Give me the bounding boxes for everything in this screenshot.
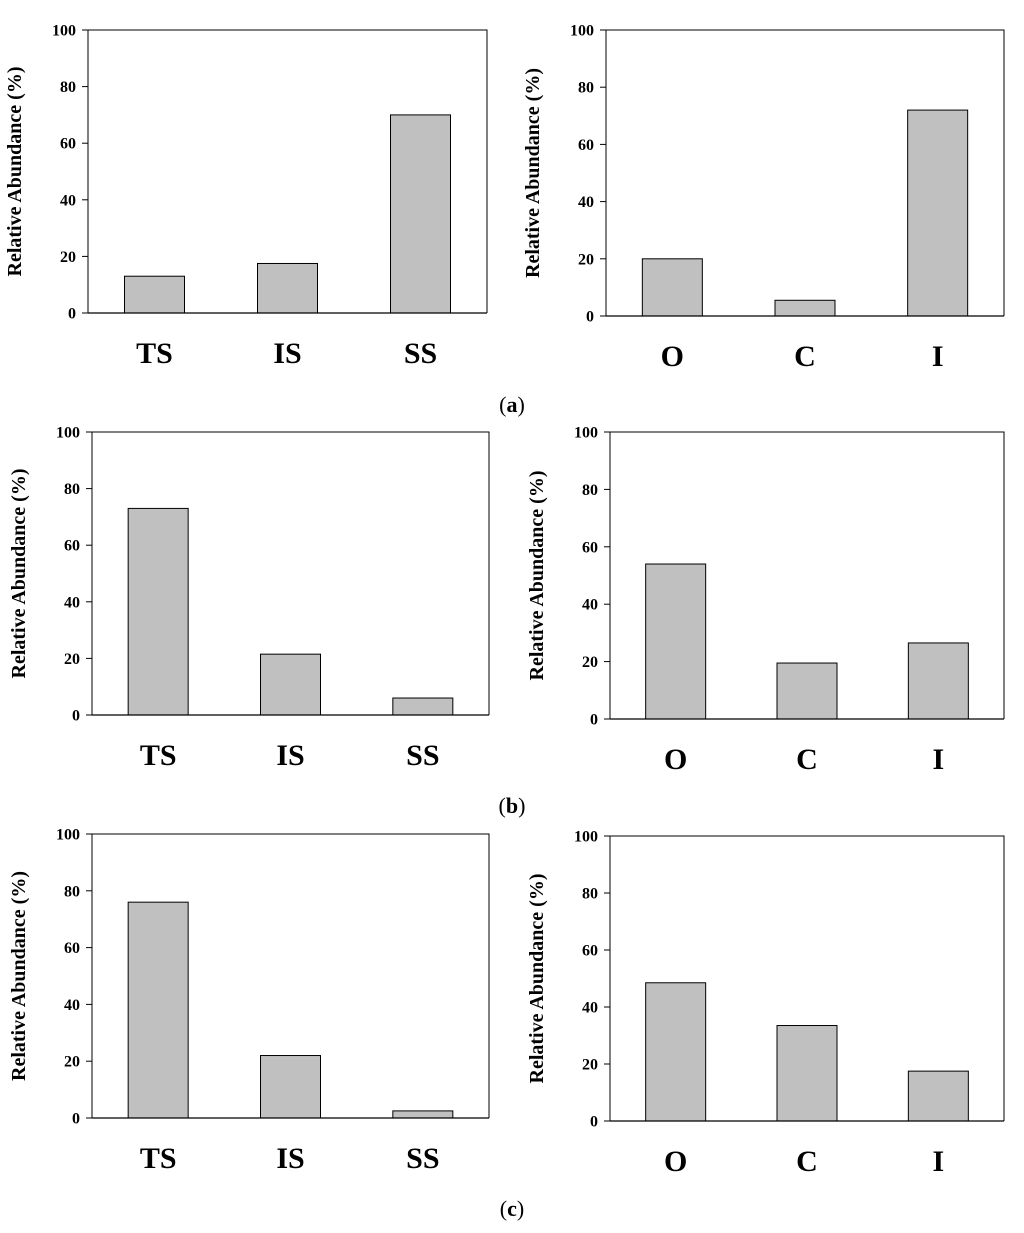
y-tick-label: 0: [586, 309, 594, 326]
bar-o: [645, 982, 707, 1122]
y-tick-label: 40: [582, 597, 598, 614]
x-tick-label-ss: SS: [406, 739, 439, 772]
y-tick-label: 0: [72, 708, 80, 725]
y-tick-label: 40: [60, 192, 76, 209]
y-tick-label: 60: [578, 137, 594, 154]
chart-b-right: O C I 0 20 40 60 80 100 Relative Abundance (%): [526, 425, 1005, 776]
y-tick-label: 80: [578, 80, 594, 97]
bar-ss: [392, 1110, 454, 1119]
y-tick-label: 60: [582, 943, 598, 960]
x-tick-label-ss: SS: [404, 337, 437, 370]
x-tick-label-is: IS: [276, 1142, 304, 1175]
y-tick-label: 0: [590, 712, 598, 729]
panel-label-a: (a): [499, 392, 525, 417]
x-tick-label-c: C: [796, 1145, 818, 1178]
bar-ts: [127, 507, 189, 716]
x-tick-label-c: C: [796, 743, 818, 776]
x-tick-label-o: O: [664, 743, 687, 776]
bar-ss: [392, 697, 454, 716]
y-tick-label: 40: [582, 1000, 598, 1017]
bar-c: [776, 1025, 838, 1122]
y-tick-label: 80: [64, 481, 80, 498]
y-axis-title: Relative Abundance (%): [4, 67, 26, 277]
y-axis-title: Relative Abundance (%): [526, 471, 548, 681]
y-tick-label: 20: [60, 249, 76, 266]
x-tick-label-ts: TS: [140, 1142, 177, 1175]
bar-is: [260, 653, 321, 716]
x-tick-label-ts: TS: [140, 739, 177, 772]
x-tick-label-is: IS: [276, 739, 304, 772]
x-tick-label-i: I: [932, 743, 944, 776]
charts-group: TS IS SS 0 20 40 60 80 100 Relative Abundance (%)…: [4, 23, 1005, 1178]
x-tick-label-ts: TS: [136, 337, 173, 370]
y-tick-label: 100: [52, 23, 76, 40]
y-tick-label: 40: [578, 194, 594, 211]
chart-c-left: TS IS SS 0 20 40 60 80 100 Relative Abundance (%): [8, 827, 490, 1175]
bar-i: [907, 109, 969, 317]
y-tick-label: 100: [574, 425, 598, 442]
y-tick-label: 20: [578, 251, 594, 268]
y-tick-label: 80: [60, 79, 76, 96]
axis-frame: [605, 29, 1005, 316]
y-tick-label: 0: [72, 1111, 80, 1128]
chart-a-right: O C I 0 20 40 60 80 100 Relative Abundance (%): [522, 23, 1005, 373]
bar-ts: [127, 901, 189, 1119]
chart-b-left: TS IS SS 0 20 40 60 80 100 Relative Abundance (%): [8, 425, 490, 772]
x-tick-label-i: I: [932, 1145, 944, 1178]
bar-ss: [390, 114, 451, 314]
y-axis-title: Relative Abundance (%): [8, 469, 30, 679]
bar-is: [257, 262, 318, 314]
y-tick-label: 0: [68, 306, 76, 323]
y-tick-label: 80: [582, 482, 598, 499]
y-axis-title: Relative Abundance (%): [522, 68, 544, 278]
y-tick-label: 100: [570, 23, 594, 40]
bar-c: [774, 299, 836, 317]
chart-a-left: TS IS SS 0 20 40 60 80 100 Relative Abundance (%): [4, 23, 488, 370]
y-tick-label: 20: [64, 651, 80, 668]
y-tick-label: 100: [56, 827, 80, 844]
bar-c: [776, 662, 838, 720]
y-tick-label: 60: [582, 539, 598, 556]
x-tick-label-c: C: [794, 340, 816, 373]
axis-frame: [609, 835, 1005, 1121]
panel-label-c: (c): [500, 1196, 524, 1221]
y-tick-label: 80: [582, 886, 598, 903]
y-tick-label: 20: [64, 1054, 80, 1071]
y-tick-label: 40: [64, 997, 80, 1014]
chart-c-right: O C I 0 20 40 60 80 100 Relative Abundance (%): [526, 829, 1005, 1178]
axis-frame: [91, 431, 490, 715]
y-axis-title: Relative Abundance (%): [8, 871, 30, 1081]
y-tick-label: 0: [590, 1114, 598, 1131]
bar-i: [907, 1070, 969, 1122]
bar-o: [641, 258, 703, 317]
x-tick-label-i: I: [932, 340, 944, 373]
axis-frame: [609, 431, 1005, 719]
y-tick-label: 40: [64, 594, 80, 611]
y-tick-label: 100: [574, 829, 598, 846]
y-axis-title: Relative Abundance (%): [526, 874, 548, 1084]
bar-ts: [124, 275, 185, 314]
x-tick-label-o: O: [661, 340, 684, 373]
bar-o: [645, 563, 707, 720]
y-tick-label: 60: [64, 538, 80, 555]
y-tick-label: 20: [582, 654, 598, 671]
y-tick-label: 80: [64, 883, 80, 900]
y-tick-label: 60: [64, 940, 80, 957]
y-tick-label: 60: [60, 136, 76, 153]
x-tick-label-ss: SS: [406, 1142, 439, 1175]
bar-i: [907, 642, 969, 720]
axis-frame: [91, 833, 490, 1118]
x-tick-label-o: O: [664, 1145, 687, 1178]
y-tick-label: 20: [582, 1057, 598, 1074]
bar-is: [260, 1055, 321, 1119]
axis-frame: [87, 29, 488, 313]
panel-label-b: (b): [499, 793, 526, 818]
x-tick-label-is: IS: [273, 337, 301, 370]
y-tick-label: 100: [56, 425, 80, 442]
